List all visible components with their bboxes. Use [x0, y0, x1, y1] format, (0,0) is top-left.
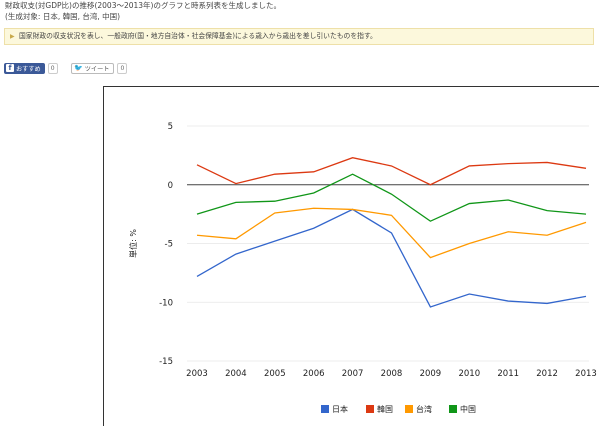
y-axis-label: 単位: % — [128, 229, 138, 258]
series-line-3 — [196, 173, 587, 222]
legend-label: 台湾 — [416, 404, 432, 414]
x-tick-label: 2004 — [225, 369, 247, 379]
x-tick-label: 2013 — [575, 369, 597, 379]
x-tick-label: 2005 — [264, 369, 286, 379]
triangle-right-icon: ▶ — [10, 33, 15, 40]
gridlines — [187, 125, 589, 362]
legend-label: 中国 — [460, 404, 476, 414]
twitter-bird-icon: 🐦 — [74, 64, 83, 72]
chart-container: 5 0 -5 -10 -15 2003 2004 2005 2006 2007 2008 2009 2… — [103, 86, 599, 426]
x-tick-label: 2007 — [342, 369, 364, 379]
x-tick-label: 2008 — [381, 369, 403, 379]
y-tick-label: -10 — [159, 298, 173, 308]
tweet-button[interactable]: 🐦 ツイート — [71, 62, 115, 74]
x-tick-label: 2011 — [497, 369, 519, 379]
tweet-count: 0 — [117, 62, 128, 74]
x-tick-label: 2009 — [420, 369, 442, 379]
intro-text: 財政収支(対GDP比)の推移(2003〜2013年)のグラフと時系列表を生成しま… — [5, 0, 281, 22]
definition-note: ▶ 国家財政の収支状況を表し、一般政府(国・地方自治体・社会保障基金)による歳入… — [4, 28, 594, 45]
intro-line-1: 財政収支(対GDP比)の推移(2003〜2013年)のグラフと時系列表を生成しま… — [5, 1, 281, 10]
legend-swatch — [366, 405, 374, 413]
x-tick-label: 2012 — [536, 369, 558, 379]
twitter-share: 🐦 ツイート 0 — [71, 62, 128, 74]
tweet-label: ツイート — [84, 65, 110, 73]
y-tick-label: 0 — [168, 181, 173, 191]
legend-label: 日本 — [332, 404, 348, 414]
fiscal-balance-line-chart: 50-5-10-15 2003 2004 2005 2006 2007 2008 2009 2… — [128, 122, 597, 414]
intro-line-2: (生成対象: 日本, 韓国, 台湾, 中国) — [5, 12, 121, 21]
legend: 日本 韓国 台湾 中国 — [321, 404, 476, 414]
facebook-like-count: 0 — [47, 62, 58, 74]
facebook-like-button[interactable]: f おすすめ — [4, 62, 45, 74]
legend-swatch — [405, 405, 413, 413]
series-line-1 — [196, 157, 587, 186]
x-tick-label: 2010 — [458, 369, 480, 379]
y-axis-ticks: 5 0 -5 -10 -15 — [159, 122, 173, 367]
series-line-0 — [196, 208, 587, 308]
series-lines — [196, 157, 587, 308]
x-tick-label: 2003 — [186, 369, 208, 379]
y-tick-label: 5 — [168, 122, 173, 132]
definition-note-text: 国家財政の収支状況を表し、一般政府(国・地方自治体・社会保障基金)による歳入から… — [19, 32, 377, 40]
legend-label: 韓国 — [377, 404, 393, 414]
x-axis-ticks: 2003 2004 2005 2006 2007 2008 2009 2010 2011 2012… — [186, 369, 597, 379]
series-line-2 — [196, 207, 587, 259]
facebook-icon: f — [6, 64, 14, 72]
legend-swatch — [449, 405, 457, 413]
x-tick-label: 2006 — [303, 369, 325, 379]
y-tick-label: -5 — [165, 240, 173, 250]
facebook-share: f おすすめ 0 — [4, 62, 58, 74]
y-tick-label: -15 — [159, 357, 173, 367]
facebook-like-label: おすすめ — [16, 65, 41, 73]
legend-swatch — [321, 405, 329, 413]
